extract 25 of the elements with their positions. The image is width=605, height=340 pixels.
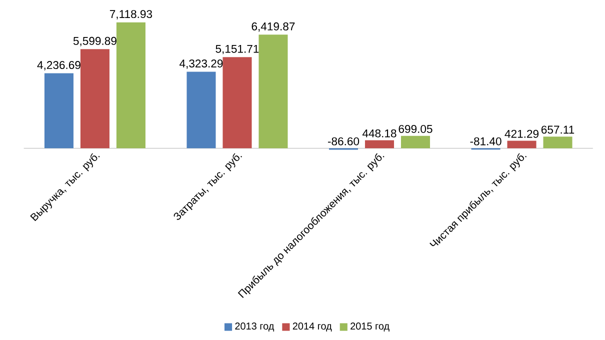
- bar: [507, 140, 536, 148]
- bar: [80, 49, 110, 148]
- bar: [364, 140, 394, 148]
- bar: [44, 73, 74, 148]
- bar: [400, 136, 430, 148]
- data-label: 4,236.69: [37, 60, 80, 70]
- data-label: 699.05: [398, 124, 432, 133]
- legend-label: 2013 год: [235, 322, 274, 332]
- data-label: 5,599.89: [73, 36, 116, 46]
- data-label: 7,118.93: [110, 10, 152, 20]
- data-label: -86.60: [328, 137, 360, 146]
- data-label: -81.40: [470, 137, 502, 146]
- bar: [222, 56, 252, 148]
- bar: [543, 136, 572, 148]
- data-label: 657.11: [541, 126, 574, 134]
- legend-label: 2015 год: [350, 322, 390, 332]
- legend-label: 2014 год: [292, 322, 332, 332]
- data-label: 4,323.29: [180, 59, 223, 69]
- data-label: 6,419.87: [252, 22, 295, 32]
- data-label: 448.18: [362, 129, 396, 138]
- bar: [186, 72, 216, 148]
- data-label: 5,151.71: [216, 44, 259, 54]
- bar: [116, 22, 146, 148]
- bar: [258, 34, 288, 148]
- data-label: 421.29: [504, 130, 539, 138]
